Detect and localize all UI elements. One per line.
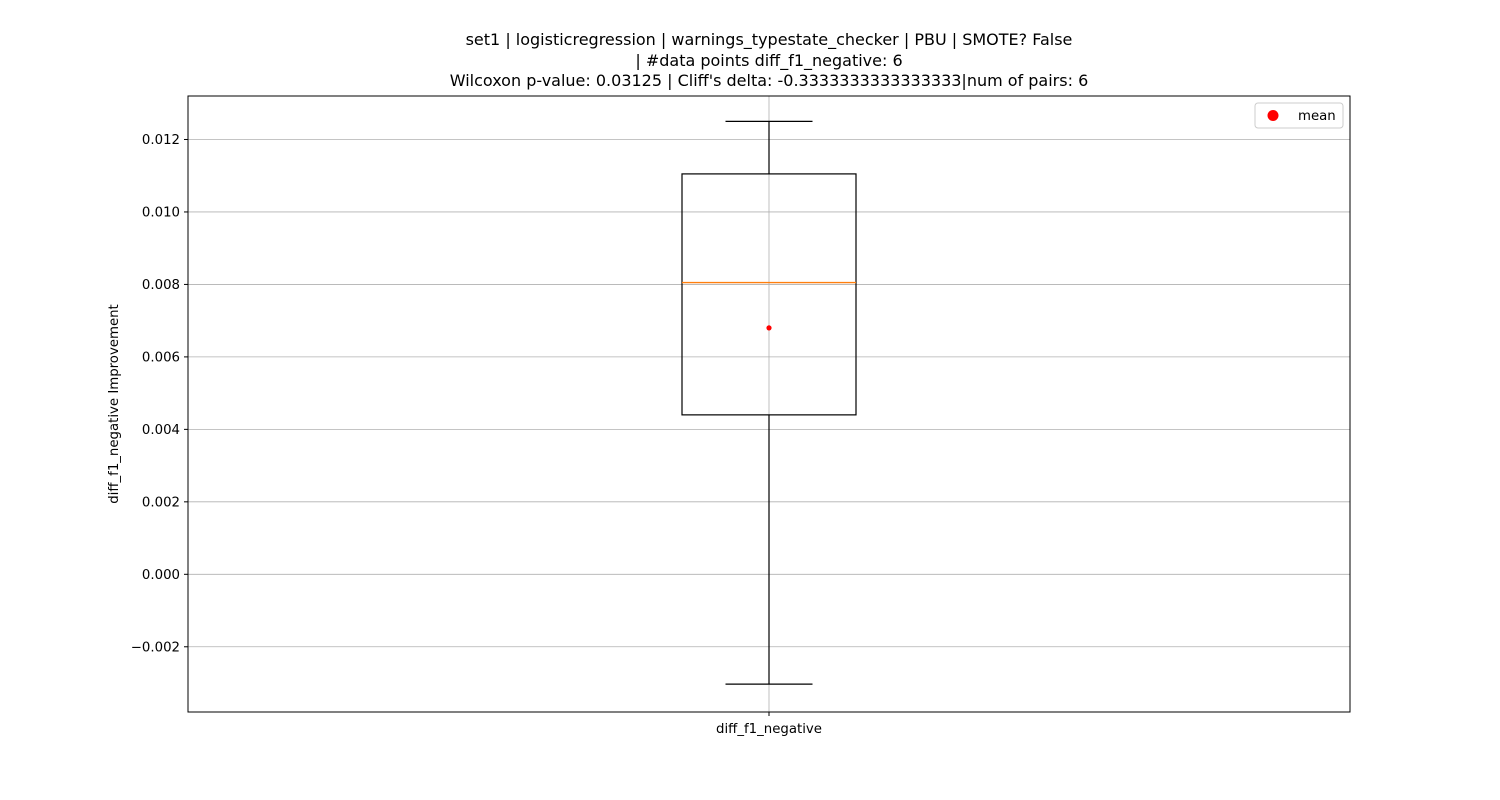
title-line-2: | #data points diff_f1_negative: 6: [635, 50, 903, 70]
box-plot-body: [681, 120, 857, 685]
y-tick-label: 0.010: [142, 205, 180, 220]
legend-mean-marker: [1267, 110, 1279, 121]
title-line-3: Wilcoxon p-value: 0.03125 | Cliff's delt…: [449, 71, 1089, 90]
legend-mean-label: mean: [1298, 109, 1336, 124]
y-axis-ticks: −0.002 0.000 0.002 0.004 0.006 0.008 0.010 0.01…: [131, 133, 188, 655]
title-line-1: set1 | logisticregression | warnings_typ…: [465, 30, 1073, 49]
y-tick-label: 0.000: [142, 568, 180, 583]
x-tick-label: diff_f1_negative: [716, 722, 822, 737]
chart-title: set1 | logisticregression | warnings_typ…: [0, 30, 1500, 92]
legend: mean: [1254, 102, 1344, 129]
y-tick-label: 0.012: [142, 133, 180, 148]
y-tick-label: 0.008: [142, 278, 180, 293]
iqr-box: [681, 173, 857, 416]
y-tick-label: 0.004: [142, 423, 180, 438]
y-axis-label: diff_f1_negative Improvement: [107, 304, 122, 504]
y-tick-label: 0.006: [142, 350, 180, 365]
legend-frame: [1254, 102, 1344, 129]
x-axis-ticks: diff_f1_negative: [716, 712, 822, 737]
y-tick-label: −0.002: [131, 640, 180, 655]
mean-marker: [766, 325, 772, 331]
y-tick-label: 0.002: [142, 495, 180, 510]
